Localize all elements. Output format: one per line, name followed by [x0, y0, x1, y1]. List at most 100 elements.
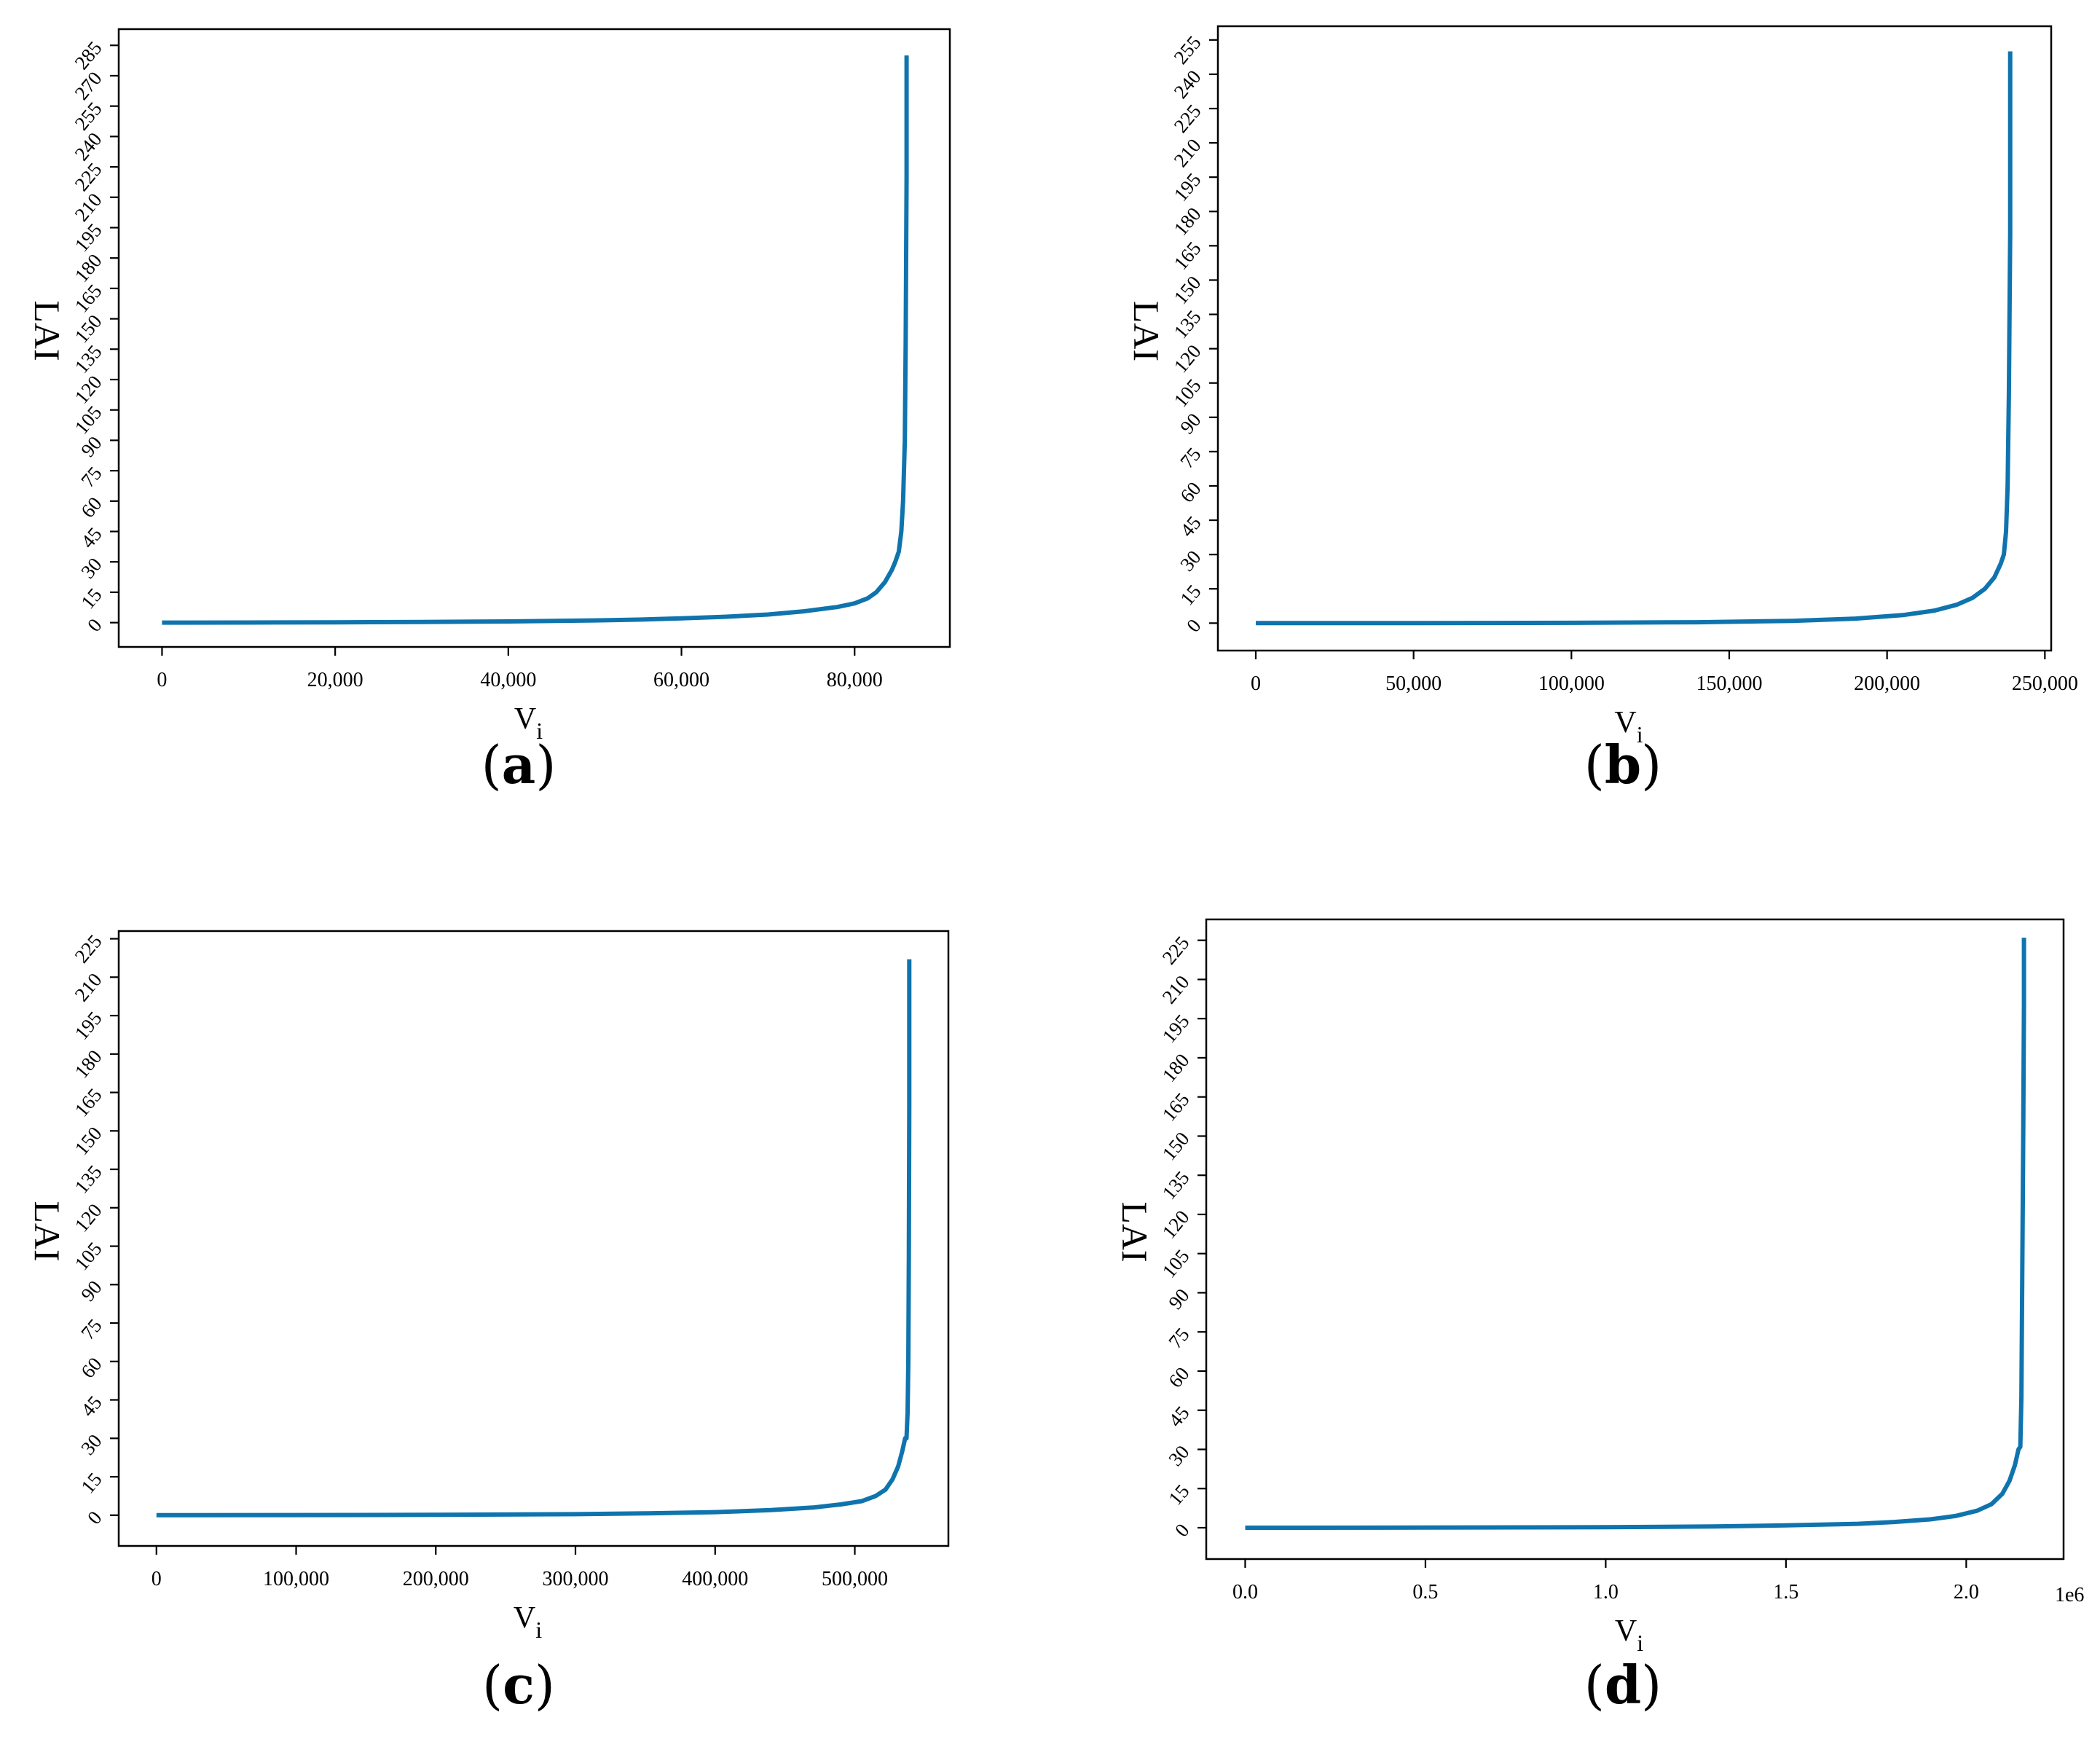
- chart-panel-b: 0 50,000 100,000 150,000 200,000 250,000 0 15 30…: [1126, 25, 2078, 796]
- x-tick-label: 1.0: [1593, 1581, 1619, 1603]
- panel-label: (b): [1584, 734, 1662, 796]
- plot-frame: [117, 28, 951, 648]
- y-axis-title: LAI: [27, 300, 68, 361]
- y-tick-label: 30: [76, 1430, 106, 1459]
- y-tick-label: 105: [71, 1238, 106, 1274]
- series-line: [156, 959, 912, 1518]
- y-tick-label: 15: [76, 584, 106, 613]
- series-line: [1255, 51, 2013, 626]
- y-tick-label: 75: [76, 1315, 106, 1344]
- y-tick-label: 225: [71, 159, 106, 195]
- panel-label: (a): [481, 734, 557, 796]
- y-tick-label: 105: [1158, 1245, 1194, 1281]
- y-tick-label: 210: [71, 189, 106, 225]
- x-tick-label: 0: [152, 1568, 162, 1590]
- y-tick-label: 165: [71, 280, 106, 316]
- y-tick-label: 150: [1158, 1128, 1194, 1164]
- y-tick-label: 30: [1176, 546, 1205, 576]
- y-tick-label: 15: [76, 1469, 106, 1498]
- y-tick-label: 135: [1170, 306, 1206, 342]
- x-tick-label: 60,000: [653, 669, 709, 691]
- y-tick-label: 240: [71, 128, 106, 165]
- x-tick-label: 0.0: [1232, 1581, 1258, 1603]
- y-tick-label: 195: [1170, 169, 1206, 205]
- y-tick-label: 75: [1176, 443, 1205, 472]
- x-tick-label: 400,000: [682, 1568, 748, 1590]
- y-tick-label: 225: [1158, 932, 1194, 968]
- x-tick-label: 0.5: [1412, 1581, 1438, 1603]
- chart-panel-d: 0.0 0.5 1.0 1.5 2.0 0 15 30 45 60 75 90105120135150…: [1114, 918, 2084, 1716]
- y-tick-label: 0: [83, 1507, 106, 1528]
- y-tick-label: 195: [1158, 1010, 1194, 1047]
- y-tick-label: 180: [1170, 203, 1206, 240]
- x-tick-label: 300,000: [543, 1568, 609, 1590]
- y-tick-label: 195: [71, 219, 106, 256]
- y-tick-label: 225: [1170, 101, 1206, 137]
- series-line: [162, 55, 909, 625]
- y-tick-label: 120: [71, 372, 106, 408]
- y-axis-title: LAI: [1126, 301, 1167, 361]
- series-line: [1245, 938, 2026, 1530]
- x-tick-label: 1.5: [1773, 1581, 1798, 1603]
- x-axis-title: Vi: [514, 1601, 542, 1643]
- panel-label: (c): [482, 1654, 555, 1716]
- y-tick-label: 210: [1158, 971, 1194, 1008]
- y-tick-label: 30: [1164, 1441, 1193, 1470]
- y-tick-label: 150: [71, 1123, 106, 1159]
- y-tick-label: 105: [1170, 374, 1206, 411]
- y-tick-label: 180: [71, 250, 106, 286]
- y-tick-label: 240: [1170, 66, 1206, 102]
- x-tick-label: 40,000: [480, 669, 536, 691]
- y-tick-label: 60: [76, 492, 106, 522]
- plot-frame: [117, 930, 950, 1547]
- y-tick-label: 90: [76, 432, 106, 461]
- x-tick-label: 50,000: [1385, 672, 1442, 695]
- x-tick-label: 0: [1251, 672, 1261, 695]
- x-tick-label: 100,000: [1538, 672, 1605, 695]
- y-tick-label: 75: [1164, 1324, 1193, 1353]
- y-tick-label: 45: [1176, 512, 1205, 541]
- y-axis-title: LAI: [27, 1201, 68, 1261]
- y-tick-label: 120: [1170, 340, 1206, 377]
- y-tick-label: 75: [76, 463, 106, 492]
- y-tick-label: 0: [83, 614, 106, 636]
- x-tick-label: 20,000: [307, 669, 363, 691]
- y-tick-label: 60: [1164, 1363, 1193, 1392]
- y-tick-label: 90: [1164, 1284, 1193, 1314]
- x-tick-label: 150,000: [1696, 672, 1763, 695]
- y-tick-label: 270: [71, 68, 106, 104]
- x-axis-title: Vi: [514, 702, 543, 744]
- y-tick-label: 195: [71, 1008, 106, 1044]
- y-tick-label: 45: [1164, 1402, 1193, 1431]
- plot-frame: [1205, 918, 2065, 1561]
- y-tick-label: 150: [1170, 272, 1206, 308]
- x-tick-label: 200,000: [1854, 672, 1920, 695]
- y-tick-label: 0: [1182, 615, 1206, 637]
- x-tick-label: 0: [157, 669, 167, 691]
- x-tick-label: 80,000: [827, 669, 883, 691]
- x-tick-label: 250,000: [2012, 672, 2078, 695]
- y-tick-label: 30: [76, 554, 106, 583]
- y-tick-label: 60: [76, 1353, 106, 1382]
- x-tick-label: 100,000: [263, 1568, 329, 1590]
- y-tick-label: 150: [71, 310, 106, 347]
- x-axis-title: Vi: [1615, 1614, 1643, 1656]
- y-tick-label: 45: [76, 523, 106, 552]
- x-axis-title: Vi: [1614, 706, 1643, 747]
- y-tick-label: 15: [1176, 581, 1205, 610]
- x-tick-label: 500,000: [822, 1568, 888, 1590]
- plot-frame: [1216, 25, 2053, 652]
- y-tick-label: 285: [71, 37, 106, 74]
- chart-panel-c: 0 100,000 200,000 300,000 400,000 500,000 0 15 3…: [27, 930, 950, 1716]
- y-tick-label: 60: [1176, 478, 1205, 507]
- y-tick-label: 180: [1158, 1050, 1194, 1086]
- y-axis-title: LAI: [1114, 1201, 1155, 1262]
- y-tick-label: 165: [1170, 238, 1206, 274]
- y-tick-label: 135: [1158, 1167, 1194, 1204]
- y-tick-label: 225: [71, 930, 106, 967]
- y-tick-label: 135: [71, 341, 106, 377]
- y-tick-label: 180: [71, 1045, 106, 1082]
- y-tick-label: 255: [71, 98, 106, 134]
- panel-label: (d): [1584, 1654, 1662, 1716]
